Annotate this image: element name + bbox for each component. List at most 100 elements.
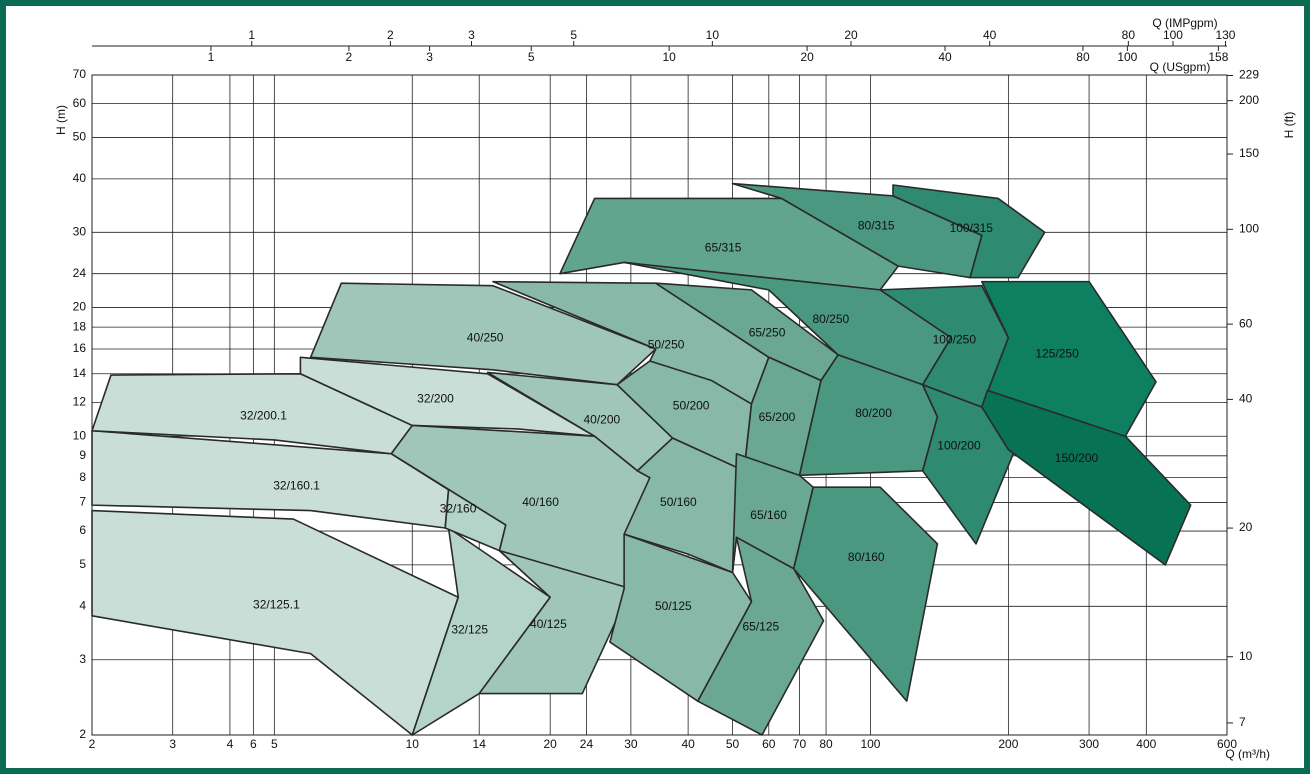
region-label: 32/125.1 xyxy=(253,597,300,611)
y-tick-label: 4 xyxy=(79,598,86,612)
region-label: 32/200 xyxy=(417,391,454,405)
pump-region xyxy=(299,356,596,438)
x-tick-label: 10 xyxy=(406,737,420,751)
x-tick-label: 200 xyxy=(998,737,1018,751)
pump-region xyxy=(792,486,939,702)
region-label: 100/250 xyxy=(933,333,977,347)
x-tick-label: 60 xyxy=(762,737,776,751)
x-tick-label: 14 xyxy=(473,737,487,751)
region-label: 65/315 xyxy=(705,240,742,254)
top-tick-label: 100 xyxy=(1117,50,1137,64)
top-tick-label: 40 xyxy=(938,50,952,64)
region-label: 80/200 xyxy=(855,406,892,420)
x-tick-label: 70 xyxy=(793,737,807,751)
region-label: 80/160 xyxy=(848,550,885,564)
y2-tick-label: 20 xyxy=(1239,520,1253,534)
y-tick-label: 70 xyxy=(73,67,87,81)
x-tick-label: 400 xyxy=(1136,737,1156,751)
x-tick-label: 24 xyxy=(580,737,594,751)
top-tick-label: 40 xyxy=(983,28,997,42)
y-tick-label: 12 xyxy=(73,395,87,409)
region-label: 100/200 xyxy=(937,438,981,452)
x-tick-label: 4 xyxy=(227,737,234,751)
region-label: 65/125 xyxy=(743,620,780,634)
region-label: 65/160 xyxy=(750,508,787,522)
y2-axis-label: H (ft) xyxy=(1282,112,1296,139)
y-tick-label: 9 xyxy=(79,448,86,462)
y2-tick-label: 100 xyxy=(1239,221,1259,235)
pump-region xyxy=(981,389,1192,566)
x-tick-label: 40 xyxy=(681,737,695,751)
region-label: 80/250 xyxy=(812,312,849,326)
top-tick-label: 130 xyxy=(1215,28,1235,42)
region-label: 50/125 xyxy=(655,599,692,613)
top-axis-label: Q (USgpm) xyxy=(1150,60,1211,74)
x-tick-label: 80 xyxy=(819,737,833,751)
top-tick-label: 80 xyxy=(1122,28,1136,42)
y-tick-label: 60 xyxy=(73,96,87,110)
y-tick-label: 50 xyxy=(73,130,87,144)
top-tick-label: 5 xyxy=(528,50,535,64)
region-label: 32/200.1 xyxy=(240,409,287,423)
top-tick-label: 10 xyxy=(662,50,676,64)
top-tick-label: 3 xyxy=(426,50,433,64)
top-tick-label: 158 xyxy=(1208,50,1228,64)
top-axis-label: Q (IMPgpm) xyxy=(1152,16,1217,30)
y-tick-label: 18 xyxy=(73,319,87,333)
y-tick-label: 2 xyxy=(79,727,86,741)
x-tick-label: 100 xyxy=(860,737,880,751)
top-tick-label: 10 xyxy=(706,28,720,42)
region-label: 150/200 xyxy=(1055,451,1099,465)
top-tick-label: 20 xyxy=(800,50,814,64)
region-label: 32/160.1 xyxy=(273,478,320,492)
region-label: 65/200 xyxy=(759,410,796,424)
region-label: 32/160 xyxy=(440,502,477,516)
top-tick-label: 80 xyxy=(1076,50,1090,64)
x-tick-label: 3 xyxy=(169,737,176,751)
region-label: 40/250 xyxy=(467,330,504,344)
y-tick-label: 5 xyxy=(79,557,86,571)
region-label: 32/125 xyxy=(451,622,488,636)
y-tick-label: 7 xyxy=(79,495,86,509)
y-tick-label: 6 xyxy=(79,523,86,537)
y-tick-label: 8 xyxy=(79,470,86,484)
region-label: 65/250 xyxy=(749,325,786,339)
region-label: 80/315 xyxy=(858,218,895,232)
region-label: 100/315 xyxy=(950,221,994,235)
pump-region xyxy=(478,549,632,695)
top-tick-label: 2 xyxy=(346,50,353,64)
y-tick-label: 16 xyxy=(73,341,87,355)
y-tick-label: 24 xyxy=(73,266,87,280)
top-tick-label: 1 xyxy=(208,50,215,64)
y2-tick-label: 150 xyxy=(1239,146,1259,160)
region-label: 50/250 xyxy=(648,337,685,351)
x-axis-label: Q (m³/h) xyxy=(1225,747,1270,761)
x-tick-label: 300 xyxy=(1079,737,1099,751)
y-tick-label: 40 xyxy=(73,171,87,185)
top-tick-label: 3 xyxy=(468,28,475,42)
region-label: 40/125 xyxy=(530,617,567,631)
x-tick-label: 600 xyxy=(1217,737,1237,751)
region-label: 125/250 xyxy=(1035,347,1079,361)
y2-tick-label: 40 xyxy=(1239,392,1253,406)
y-axis-label: H (m) xyxy=(54,105,68,135)
pump-region xyxy=(623,437,745,574)
y2-tick-label: 7 xyxy=(1239,715,1246,729)
region-label: 40/160 xyxy=(522,495,559,509)
y-tick-label: 20 xyxy=(73,300,87,314)
y2-tick-label: 10 xyxy=(1239,649,1253,663)
pump-region xyxy=(411,527,551,736)
top-tick-label: 2 xyxy=(387,28,394,42)
y-tick-label: 10 xyxy=(73,428,87,442)
top-tick-label: 1 xyxy=(248,28,255,42)
x-tick-label: 5 xyxy=(271,737,278,751)
y-tick-label: 14 xyxy=(73,366,87,380)
y-tick-label: 30 xyxy=(73,224,87,238)
y2-tick-label: 200 xyxy=(1239,93,1259,107)
x-tick-label: 2 xyxy=(89,737,96,751)
region-label: 40/200 xyxy=(584,413,621,427)
y2-tick-label: 60 xyxy=(1239,316,1253,330)
y2-tick-label: 229 xyxy=(1239,68,1259,82)
x-tick-label: 50 xyxy=(726,737,740,751)
